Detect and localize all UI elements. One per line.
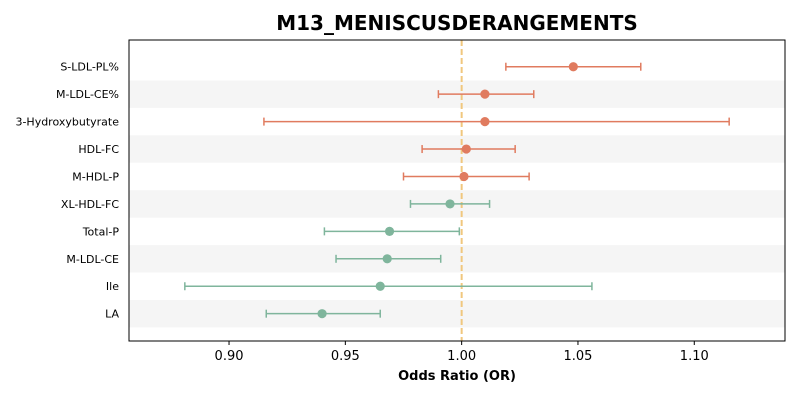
or-point [445, 199, 455, 209]
or-point [568, 62, 578, 72]
x-tick-label: 0.90 [215, 349, 244, 364]
or-point [459, 171, 469, 182]
y-tick-label: Total-P [82, 225, 120, 238]
chart-title: M13_MENISCUSDERANGEMENTS [276, 11, 638, 35]
y-tick-label: Ile [106, 280, 119, 293]
y-tick-label: HDL-FC [78, 143, 119, 156]
y-tick-label: S-LDL-PL% [60, 61, 119, 74]
or-point [384, 226, 395, 236]
y-tick-label: M-LDL-CE% [56, 88, 119, 101]
or-point [375, 281, 385, 291]
or-point [480, 117, 490, 127]
y-tick-label: LA [105, 308, 119, 321]
data-marks [184, 62, 730, 319]
x-axis-ticks: 0.90 0.95 1.00 1.05 1.10 [215, 341, 709, 364]
y-axis-labels: S-LDL-PL% M-LDL-CE% 3-Hydroxybutyrate HDL-F… [15, 61, 119, 321]
x-tick-label: 1.05 [563, 349, 592, 364]
y-tick-label: 3-Hydroxybutyrate [15, 116, 119, 129]
plot-frame [128, 39, 786, 342]
y-tick-label: XL-HDL-FC [61, 198, 119, 211]
or-point [317, 309, 327, 319]
or-point [480, 89, 490, 99]
or-point [382, 254, 392, 264]
x-tick-label: 0.95 [331, 349, 360, 364]
x-tick-label: 1.10 [680, 349, 709, 364]
y-tick-label: M-HDL-P [72, 170, 119, 183]
row-band [129, 245, 785, 273]
row-band [129, 299, 785, 328]
x-tick-label: 1.00 [447, 349, 476, 364]
y-tick-label: M-LDL-CE [66, 253, 119, 266]
x-axis-label: Odds Ratio (OR) [398, 369, 516, 384]
or-point [461, 144, 471, 154]
